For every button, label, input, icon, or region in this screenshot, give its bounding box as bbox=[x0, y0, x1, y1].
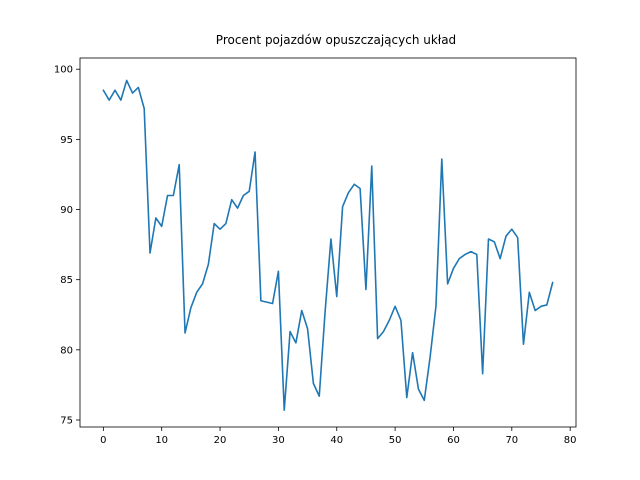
x-tick-label: 60 bbox=[447, 435, 460, 446]
x-tick-label: 0 bbox=[100, 435, 106, 446]
y-tick-label: 90 bbox=[60, 205, 73, 216]
x-tick-label: 50 bbox=[389, 435, 402, 446]
y-tick-label: 80 bbox=[60, 345, 73, 356]
x-tick-label: 20 bbox=[214, 435, 227, 446]
x-tick-label: 30 bbox=[272, 435, 285, 446]
plot-frame bbox=[79, 57, 577, 428]
y-tick-label: 95 bbox=[60, 135, 73, 146]
plot-area: 0 10 20 30 40 50 60 70 80 75 80 85 90 95 100 bbox=[54, 65, 577, 446]
x-tick-label: 80 bbox=[564, 435, 577, 446]
x-tick-label: 70 bbox=[505, 435, 518, 446]
x-tick-label: 40 bbox=[330, 435, 343, 446]
x-tick-label: 10 bbox=[155, 435, 168, 446]
y-tick-label: 85 bbox=[60, 275, 73, 286]
y-tick-label: 100 bbox=[54, 65, 73, 76]
chart-title: Procent pojazdów opuszczających układ bbox=[216, 33, 456, 47]
y-tick-label: 75 bbox=[60, 415, 73, 426]
series-line bbox=[102, 79, 554, 411]
